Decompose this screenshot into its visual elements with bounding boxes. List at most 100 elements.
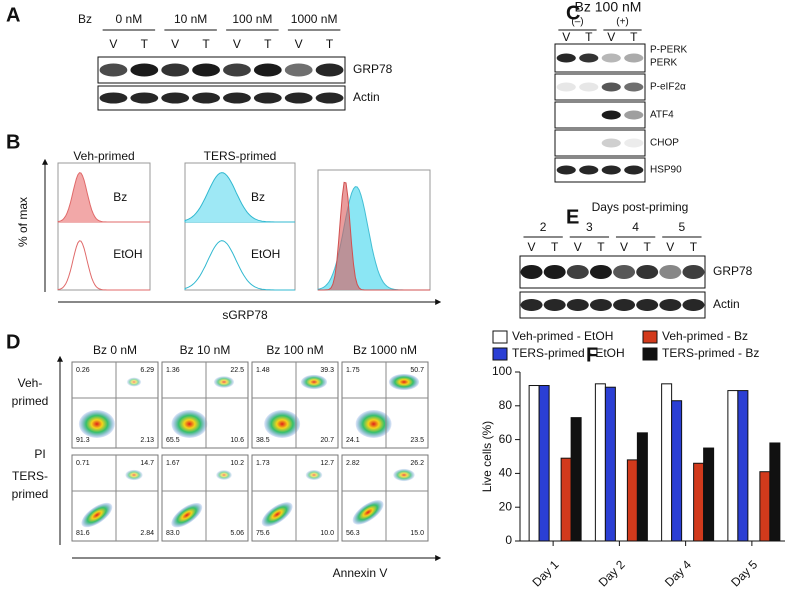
column-title: Veh-primed (73, 149, 134, 163)
blot-band (253, 63, 282, 77)
row-label: primed (12, 487, 49, 501)
row-label: EtOH (113, 247, 142, 261)
blot-band (659, 299, 682, 311)
row-label: TERS- (12, 469, 48, 483)
blot-box (97, 56, 346, 84)
lane-label: V (233, 37, 241, 51)
blot-band (636, 265, 659, 279)
density (352, 500, 384, 525)
y-axis-label: Live cells (%) (480, 421, 494, 492)
y-tick-label: 20 (499, 499, 513, 513)
legend-swatch (492, 347, 508, 361)
blot-band (682, 265, 705, 279)
blot-band (613, 265, 636, 279)
quadrant-value: 22.5 (230, 367, 244, 374)
blot-band (659, 265, 682, 279)
blot-title: Bz 100 nM (575, 0, 642, 15)
blot-band (557, 111, 576, 120)
blot-band (624, 165, 644, 175)
bar (528, 385, 540, 542)
lane-label: T (202, 37, 210, 51)
lane-label: V (109, 37, 117, 51)
flow-plot (341, 454, 429, 542)
column-title: Bz 0 nM (93, 343, 137, 357)
histogram (57, 172, 150, 223)
density (213, 376, 235, 388)
lane-label: V (607, 30, 615, 44)
lane-label: V (295, 37, 303, 51)
blot-band (520, 299, 543, 311)
quadrant-value: 1.48 (256, 367, 270, 374)
blot-band (253, 92, 282, 104)
legend-label: TERS-primed - EtOH (512, 346, 625, 360)
blot-band (556, 82, 576, 92)
day-label: 5 (679, 220, 686, 234)
y-tick-label: 40 (499, 466, 513, 480)
flow-plot (251, 454, 339, 542)
flow-plot (71, 361, 159, 449)
bar (693, 462, 705, 542)
blot-band (130, 92, 159, 104)
density (264, 410, 301, 438)
quadrant-value: 91.3 (76, 437, 90, 444)
lane-label: T (141, 37, 149, 51)
dose-label: 100 nM (232, 12, 272, 26)
histogram-frame (184, 162, 296, 291)
quadrant-value: 2.82 (346, 460, 360, 467)
band-label: GRP78 (713, 264, 753, 278)
lane-label: T (585, 30, 593, 44)
quadrant-value: 23.5 (410, 437, 424, 444)
blot-box (554, 43, 646, 73)
band-label: P-eIF2α (650, 82, 686, 93)
y-tick-label: 80 (499, 398, 513, 412)
histogram (184, 172, 295, 223)
quadrant-value: 56.3 (346, 530, 360, 537)
quadrant-value: 6.29 (140, 367, 154, 374)
quadrant-value: 10.2 (230, 460, 244, 467)
blot-band (161, 63, 190, 77)
blot-band (579, 165, 599, 175)
blot-band (601, 165, 621, 175)
column-title: Bz 100 nM (266, 343, 323, 357)
blot-band (601, 138, 621, 148)
legend-label: TERS-primed - Bz (662, 346, 759, 360)
blot-band (613, 299, 636, 311)
legend-label: Veh-primed - EtOH (512, 329, 613, 343)
legend-swatch (492, 330, 508, 344)
blot-title: Days post-priming (592, 200, 689, 214)
blot-band (284, 63, 313, 77)
lane-label: T (326, 37, 334, 51)
lane-label: T (264, 37, 272, 51)
quadrant-value: 15.0 (410, 530, 424, 537)
histogram-frame (57, 162, 151, 291)
group-label: (–) (571, 17, 583, 28)
bar (661, 383, 673, 542)
blot-band (566, 299, 589, 311)
blot-band (579, 82, 599, 92)
blot-band (192, 63, 220, 77)
blot-band (682, 299, 705, 311)
panel-label: A (6, 4, 20, 26)
panel-label: C (566, 2, 580, 24)
blot-box (554, 73, 646, 101)
quadrant-value: 83.0 (166, 530, 180, 537)
bar (570, 417, 582, 542)
bar (626, 459, 638, 542)
density (261, 502, 293, 527)
quadrant-value: 10.6 (230, 437, 244, 444)
column-title: TERS-primed (204, 149, 277, 163)
band-label: GRP78 (353, 62, 393, 76)
blot-band (223, 63, 251, 77)
density (125, 469, 143, 481)
bar (727, 390, 739, 542)
blot-box (554, 157, 646, 183)
treatment-label: Bz (78, 12, 92, 26)
blot-band (624, 138, 644, 148)
band-label: CHOP (650, 138, 679, 149)
axis-label: Annexin V (333, 566, 388, 580)
blot-box (554, 101, 646, 129)
quadrant-value: 2.13 (140, 437, 154, 444)
blot-band (601, 82, 621, 92)
bar (594, 383, 606, 542)
